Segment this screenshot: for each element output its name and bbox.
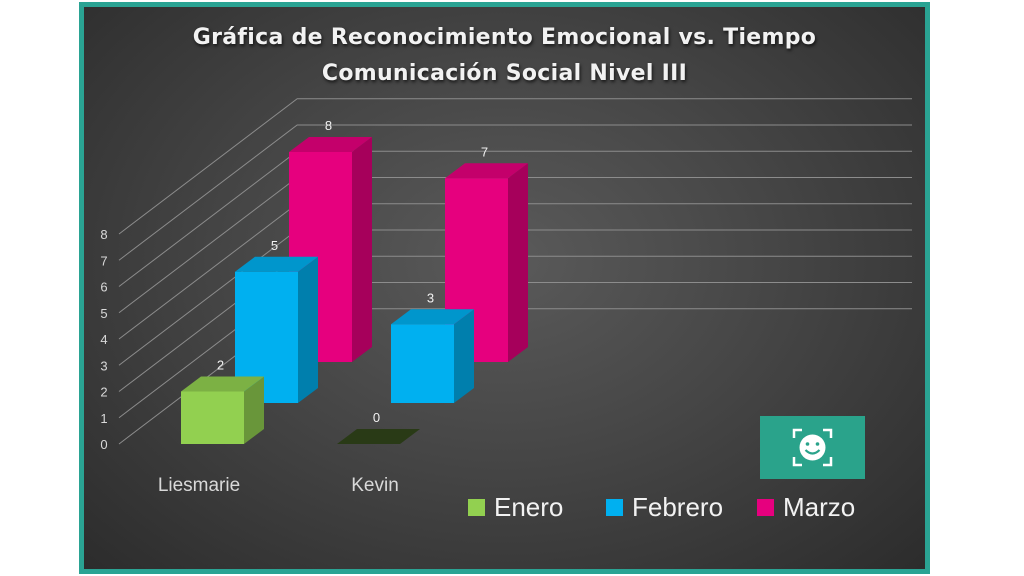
bar-front — [391, 324, 454, 403]
legend-label-enero: Enero — [494, 492, 563, 522]
chart-plot: 0 1 2 3 4 5 6 7 8 8 7 5 3 2 0 Liesmarie Kevin Enero Febrer… — [100, 98, 912, 522]
y-tick-label: 6 — [100, 280, 107, 295]
data-label: 3 — [427, 290, 434, 305]
y-tick-label: 4 — [100, 332, 107, 347]
bar-side — [508, 163, 528, 362]
bar-enero-liesmarie: 2 — [181, 358, 264, 444]
x-category-label: Kevin — [351, 475, 399, 496]
data-label: 2 — [217, 358, 224, 373]
y-tick-label: 3 — [100, 358, 107, 373]
bar-front — [181, 391, 244, 444]
x-category-label: Liesmarie — [158, 475, 240, 496]
legend-swatch-enero — [468, 499, 485, 516]
bar-top — [181, 376, 264, 392]
bar-top — [289, 137, 372, 152]
bar-side — [244, 376, 264, 444]
data-label: 0 — [373, 410, 380, 425]
y-tick-label: 1 — [100, 411, 107, 426]
y-tick-label: 8 — [100, 227, 107, 242]
data-label: 7 — [481, 144, 488, 159]
bar-side — [352, 137, 372, 362]
chart-title: Gráfica de Reconocimiento Emocional vs. … — [192, 25, 817, 50]
chart-subtitle: Comunicación Social Nivel III — [321, 61, 688, 86]
y-tick-label: 7 — [100, 253, 107, 268]
y-tick-label: 5 — [100, 306, 107, 321]
bar-top — [235, 256, 318, 272]
bar-enero-kevin: 0 — [337, 410, 420, 444]
bar-zero — [337, 429, 420, 444]
bar-top — [445, 163, 528, 179]
legend-label-marzo: Marzo — [783, 492, 855, 522]
data-label: 5 — [271, 238, 278, 253]
bar-side — [298, 256, 318, 403]
gridline — [118, 98, 912, 235]
gridline — [118, 124, 912, 261]
y-tick-label: 2 — [100, 385, 107, 400]
bar-febrero-kevin: 3 — [391, 290, 474, 403]
legend-swatch-febrero — [606, 499, 623, 516]
bar-side — [454, 309, 474, 403]
bar-marzo-kevin: 7 — [445, 144, 528, 362]
emotion-recognition-icon — [760, 416, 865, 479]
legend-label-febrero: Febrero — [632, 492, 723, 522]
legend-swatch-marzo — [757, 499, 774, 516]
data-label: 8 — [325, 118, 332, 133]
y-tick-label: 0 — [100, 437, 107, 452]
bar-top — [391, 309, 474, 325]
chart-frame: Gráfica de Reconocimiento Emocional vs. … — [79, 2, 930, 574]
